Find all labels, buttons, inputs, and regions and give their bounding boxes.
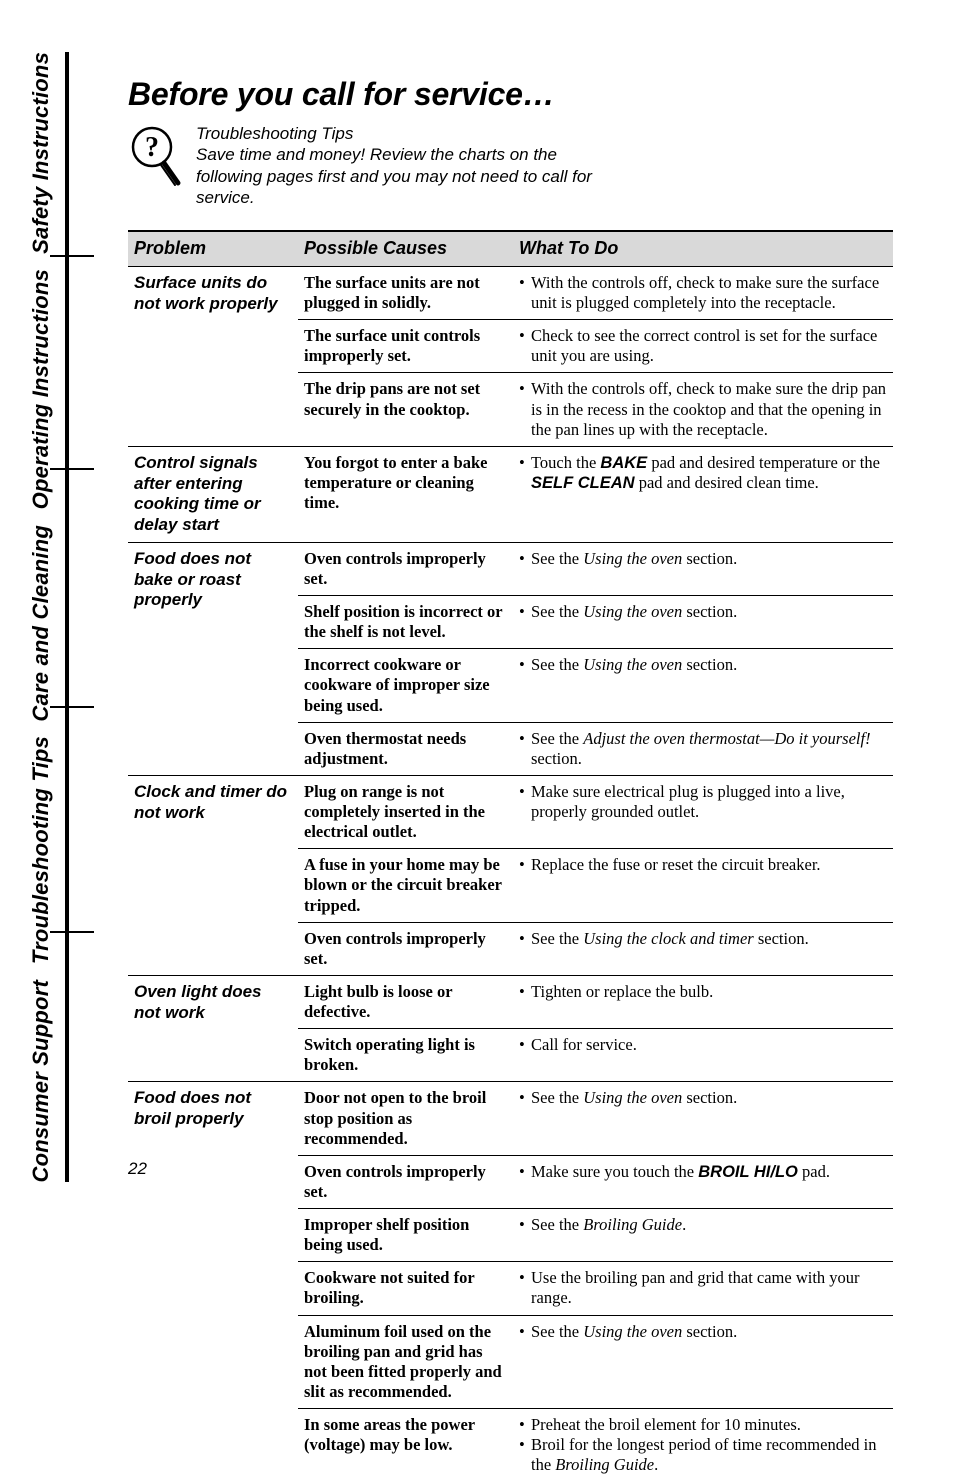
intro-text: Troubleshooting Tips Save time and money… — [196, 123, 596, 208]
table-row: Surface units do not work properlyThe su… — [128, 266, 893, 319]
table-row: Oven light does not workLight bulb is lo… — [128, 975, 893, 1028]
todo-cell: •Preheat the broil element for 10 minute… — [513, 1409, 893, 1481]
table-row: Control signals after entering cooking t… — [128, 446, 893, 542]
side-rule — [65, 52, 69, 1182]
svg-text:?: ? — [145, 132, 159, 163]
side-tab: Safety Instructions — [28, 52, 54, 254]
todo-cell: •Check to see the correct control is set… — [513, 320, 893, 373]
cause-cell: Cookware not suited for broiling. — [298, 1262, 513, 1315]
col-cause-header: Possible Causes — [298, 231, 513, 266]
question-magnifier-icon: ? — [128, 123, 184, 191]
cause-cell: Oven thermostat needs adjustment. — [298, 722, 513, 775]
tab-divider — [50, 468, 94, 470]
todo-cell: •See the Using the oven section. — [513, 649, 893, 722]
tab-divider — [50, 706, 94, 708]
page-title: Before you call for service… — [128, 76, 893, 113]
todo-cell: •With the controls off, check to make su… — [513, 266, 893, 319]
intro-body: Save time and money! Review the charts o… — [196, 145, 592, 207]
todo-cell: •See the Adjust the oven thermostat—Do i… — [513, 722, 893, 775]
cause-cell: Oven controls improperly set. — [298, 1155, 513, 1208]
col-todo-header: What To Do — [513, 231, 893, 266]
cause-cell: In some areas the power (voltage) may be… — [298, 1409, 513, 1481]
todo-cell: •See the Using the clock and timer secti… — [513, 922, 893, 975]
todo-cell: •Make sure electrical plug is plugged in… — [513, 775, 893, 848]
problem-cell: Oven light does not work — [128, 975, 298, 1082]
todo-cell: •Call for service. — [513, 1029, 893, 1082]
cause-cell: Door not open to the broil stop position… — [298, 1082, 513, 1155]
table-row: Food does not broil properlyDoor not ope… — [128, 1082, 893, 1155]
table-row: Food does not bake or roast properlyOven… — [128, 542, 893, 595]
table-body: Surface units do not work properlyThe su… — [128, 266, 893, 1481]
problem-cell: Surface units do not work properly — [128, 266, 298, 446]
troubleshooting-table: Problem Possible Causes What To Do Surfa… — [128, 230, 893, 1481]
todo-cell: •See the Using the oven section. — [513, 1082, 893, 1155]
intro-block: ? Troubleshooting Tips Save time and mon… — [128, 123, 893, 208]
todo-cell: •See the Broiling Guide. — [513, 1209, 893, 1262]
cause-cell: Incorrect cookware or cookware of improp… — [298, 649, 513, 722]
cause-cell: The surface units are not plugged in sol… — [298, 266, 513, 319]
tab-divider — [50, 255, 94, 257]
page: Consumer Support Troubleshooting Tips Care… — [0, 0, 954, 1235]
cause-cell: Shelf position is incorrect or the shelf… — [298, 596, 513, 649]
todo-cell: •Tighten or replace the bulb. — [513, 975, 893, 1028]
cause-cell: The surface unit controls improperly set… — [298, 320, 513, 373]
todo-cell: •With the controls off, check to make su… — [513, 373, 893, 446]
cause-cell: You forgot to enter a bake temperature o… — [298, 446, 513, 542]
content-area: Before you call for service… ? Troublesh… — [128, 60, 893, 1481]
problem-cell: Control signals after entering cooking t… — [128, 446, 298, 542]
todo-cell: •See the Using the oven section. — [513, 596, 893, 649]
cause-cell: Plug on range is not completely inserted… — [298, 775, 513, 848]
col-problem-header: Problem — [128, 231, 298, 266]
cause-cell: Light bulb is loose or defective. — [298, 975, 513, 1028]
problem-cell: Food does not bake or roast properly — [128, 542, 298, 775]
table-row: Clock and timer do not workPlug on range… — [128, 775, 893, 848]
side-tab: Care and Cleaning — [28, 525, 54, 722]
page-number: 22 — [128, 1159, 147, 1179]
cause-cell: The drip pans are not set securely in th… — [298, 373, 513, 446]
cause-cell: Aluminum foil used on the broiling pan a… — [298, 1315, 513, 1409]
side-tab: Consumer Support — [28, 980, 54, 1182]
cause-cell: Improper shelf position being used. — [298, 1209, 513, 1262]
cause-cell: Switch operating light is broken. — [298, 1029, 513, 1082]
todo-cell: •See the Using the oven section. — [513, 1315, 893, 1409]
todo-cell: •Make sure you touch the BROIL HI/LO pad… — [513, 1155, 893, 1208]
tab-divider — [50, 931, 94, 933]
cause-cell: Oven controls improperly set. — [298, 542, 513, 595]
cause-cell: Oven controls improperly set. — [298, 922, 513, 975]
todo-cell: •Touch the BAKE pad and desired temperat… — [513, 446, 893, 542]
problem-cell: Food does not broil properly — [128, 1082, 298, 1481]
cause-cell: A fuse in your home may be blown or the … — [298, 849, 513, 922]
side-tabs: Consumer SupportTroubleshooting TipsCare… — [22, 52, 60, 1182]
todo-cell: •See the Using the oven section. — [513, 542, 893, 595]
todo-cell: •Use the broiling pan and grid that came… — [513, 1262, 893, 1315]
side-tab: Operating Instructions — [28, 269, 54, 509]
table-header-row: Problem Possible Causes What To Do — [128, 231, 893, 266]
problem-cell: Clock and timer do not work — [128, 775, 298, 975]
todo-cell: •Replace the fuse or reset the circuit b… — [513, 849, 893, 922]
intro-lead: Troubleshooting Tips — [196, 123, 596, 144]
